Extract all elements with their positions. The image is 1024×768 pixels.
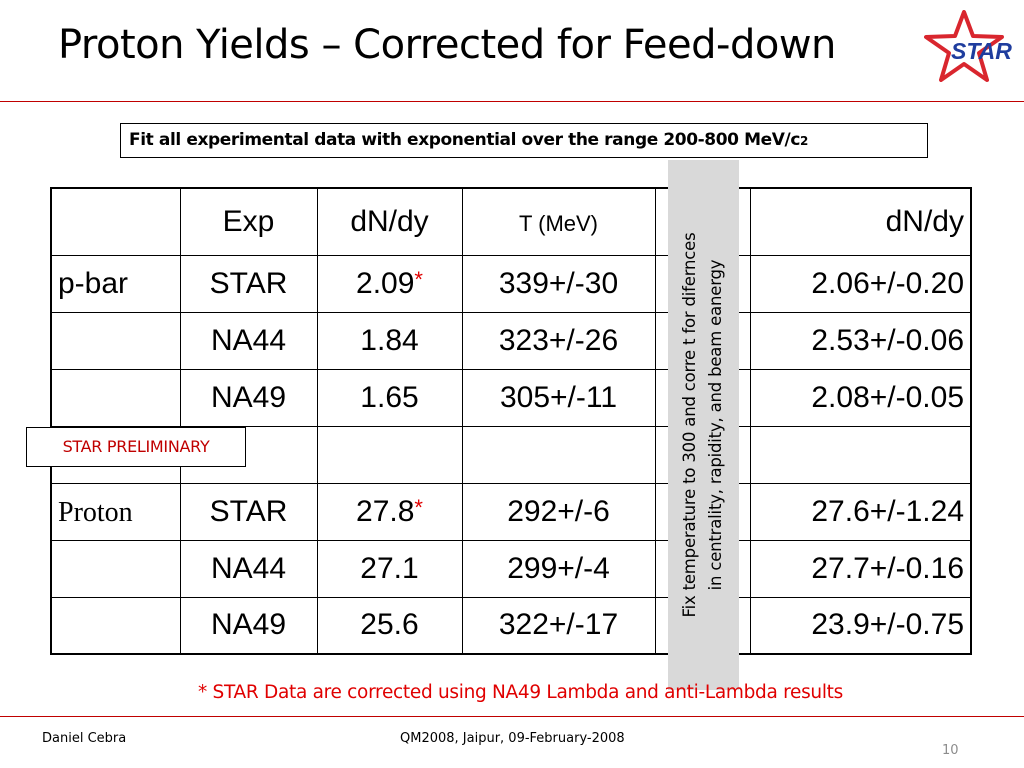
fixed-temperature-note-line1: Fix temperature to 300 and corre t for d… [680,232,699,618]
temperature-cell: 323+/-26 [461,311,656,370]
fit-note-superscript: 2 [800,134,808,148]
exp-cell: STAR [179,482,318,541]
header-cell-dndy: dN/dy [316,187,463,256]
corrected-dndy-cell: 23.9+/-0.75 [749,596,972,655]
fixed-temperature-note: Fix temperature to 300 and corre t for d… [677,155,729,695]
row-label-proton: Proton [58,496,133,528]
row-label-cell [50,596,181,655]
temperature-cell: 305+/-11 [461,368,656,427]
corrected-dndy-cell: 2.06+/-0.20 [749,254,972,313]
table-header-row: Exp dN/dy T (MeV) dN/dy [50,187,972,256]
star-marker: * [414,494,423,520]
row-label-cell: p-bar [50,254,181,313]
dndy-cell: 1.65 [316,368,463,427]
dndy-cell: 2.09* [316,254,463,313]
row-label-cell [50,311,181,370]
row-label-cell: Proton [50,482,181,541]
exp-cell: STAR [179,254,318,313]
header-cell-temperature: T (MeV) [461,187,656,256]
star-logo-shape [924,10,1004,82]
dndy-cell: 27.8* [316,482,463,541]
correction-footnote: * STAR Data are corrected using NA49 Lam… [198,682,843,703]
table-row: NA44 1.84 323+/-26 2.53+/-0.06 [50,311,972,370]
exp-cell: NA49 [179,596,318,655]
table-row: Proton STAR 27.8* 292+/-6 27.6+/-1.24 [50,482,972,541]
exp-cell: NA44 [179,311,318,370]
temperature-cell: 322+/-17 [461,596,656,655]
dndy-cell: 1.84 [316,311,463,370]
dndy-cell [316,425,463,484]
temperature-cell [461,425,656,484]
header-temperature-label: T (MeV) [518,210,599,236]
table-row: NA44 27.1 299+/-4 27.7+/-0.16 [50,539,972,598]
header-divider [0,101,1024,102]
dndy-cell: 27.1 [316,539,463,598]
fit-note-box: Fit all experimental data with exponenti… [120,123,928,158]
corrected-dndy-cell: 27.6+/-1.24 [749,482,972,541]
dndy-cell: 25.6 [316,596,463,655]
exp-cell: NA49 [179,368,318,427]
header-cell-empty [50,187,181,256]
footer-conference: QM2008, Jaipur, 09-February-2008 [400,731,625,746]
corrected-dndy-cell: 2.08+/-0.05 [749,368,972,427]
table-row: NA49 25.6 322+/-17 23.9+/-0.75 [50,596,972,655]
fit-note-text: Fit all experimental data with exponenti… [129,130,800,150]
dndy-value: 27.8 [356,494,415,528]
temperature-cell: 339+/-30 [461,254,656,313]
corrected-dndy-cell [749,425,972,484]
star-logo: STAR [924,10,1012,82]
corrected-dndy-cell: 2.53+/-0.06 [749,311,972,370]
dndy-value: 2.09 [356,266,415,300]
temperature-cell: 292+/-6 [461,482,656,541]
slide-title: Proton Yields – Corrected for Feed-down [58,22,836,68]
corrected-dndy-cell: 27.7+/-0.16 [749,539,972,598]
star-preliminary-label: STAR PRELIMINARY [26,427,246,467]
star-logo-text: STAR [951,38,1012,64]
proton-yields-table: Exp dN/dy T (MeV) dN/dy p-bar STAR 2.09*… [50,187,972,655]
fixed-temperature-note-line2: in centrality, rapidity, and beam eanerg… [706,259,725,591]
footer-author: Daniel Cebra [42,731,127,746]
header-cell-corrected-dndy: dN/dy [749,187,972,256]
star-marker: * [414,266,423,292]
page-number: 10 [942,743,959,758]
row-label-cell [50,368,181,427]
table-row: NA49 1.65 305+/-11 2.08+/-0.05 [50,368,972,427]
fixed-temperature-band [668,160,739,690]
exp-cell: NA44 [179,539,318,598]
row-label-cell [50,539,181,598]
temperature-cell: 299+/-4 [461,539,656,598]
footer-divider [0,716,1024,717]
table-row: p-bar STAR 2.09* 339+/-30 2.06+/-0.20 [50,254,972,313]
header-cell-exp: Exp [179,187,318,256]
